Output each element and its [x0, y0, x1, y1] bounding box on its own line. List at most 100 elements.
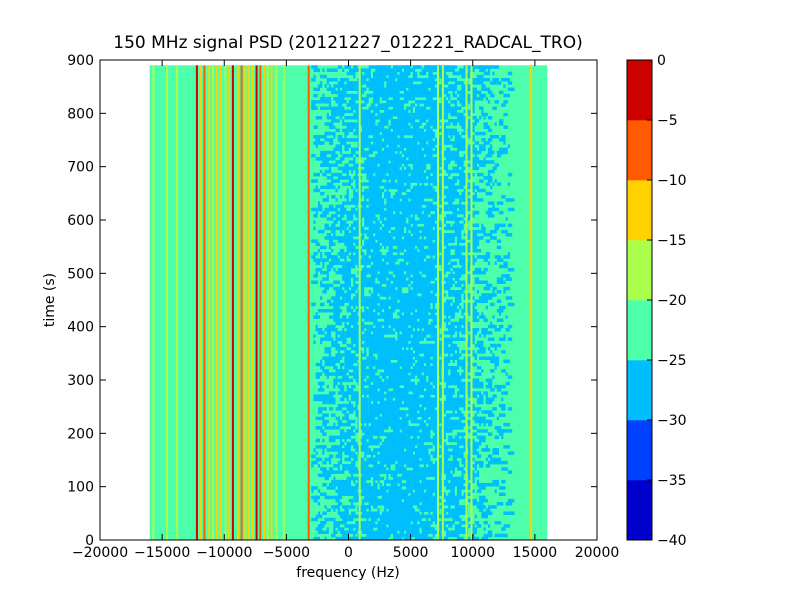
noise-cell — [317, 204, 323, 209]
noise-cell — [324, 337, 327, 341]
noise-cell — [472, 245, 477, 250]
noise-cell — [412, 226, 420, 231]
noise-cell — [320, 153, 327, 158]
noise-cell — [432, 90, 440, 95]
noise-cell — [494, 261, 497, 265]
noise-cell — [423, 141, 427, 145]
noise-cell — [505, 391, 508, 395]
noise-cell — [384, 375, 387, 379]
noise-cell — [381, 81, 385, 85]
noise-cell — [373, 195, 380, 199]
noise-cell — [428, 217, 431, 221]
noise-cell — [439, 321, 444, 326]
noise-cell — [494, 362, 499, 367]
noise-cell — [390, 242, 393, 246]
noise-cell — [507, 81, 513, 85]
noise-cell — [450, 403, 457, 408]
noise-cell — [344, 280, 349, 284]
noise-cell — [479, 416, 486, 421]
noise-cell — [342, 347, 347, 351]
noise-cell — [461, 267, 464, 272]
noise-cell — [415, 340, 418, 345]
noise-cell — [459, 293, 462, 297]
noise-cell — [390, 410, 393, 414]
noise-cell — [375, 176, 378, 180]
noise-cell — [415, 239, 418, 243]
noise-cell — [401, 350, 404, 354]
noise-cell — [399, 248, 402, 253]
noise-cell — [320, 359, 323, 364]
noise-cell — [410, 109, 413, 114]
noise-cell — [370, 378, 374, 383]
noise-cell — [373, 356, 376, 360]
noise-cell — [432, 267, 438, 272]
noise-cell — [353, 210, 356, 215]
noise-cell — [366, 74, 371, 79]
noise-cell — [505, 372, 508, 376]
noise-cell — [448, 280, 455, 284]
noise-cell — [381, 116, 385, 120]
noise-cell — [463, 90, 466, 95]
noise-cell — [450, 277, 453, 281]
noise-cell — [412, 233, 415, 237]
noise-cell — [401, 100, 407, 104]
noise-cell — [430, 378, 433, 383]
noise-cell — [375, 271, 378, 275]
noise-cell — [346, 384, 349, 389]
noise-cell — [507, 407, 513, 411]
noise-cell — [415, 255, 418, 259]
noise-cell — [366, 207, 371, 212]
noise-cell — [404, 242, 407, 246]
noise-cell — [450, 233, 457, 237]
noise-cell — [344, 299, 349, 303]
noise-cell — [377, 248, 380, 253]
noise-cell — [483, 286, 491, 291]
noise-cell — [461, 248, 464, 253]
noise-cell — [393, 388, 398, 392]
noise-cell — [408, 131, 411, 136]
noise-cell — [452, 176, 457, 180]
noise-cell — [404, 195, 409, 199]
noise-cell — [401, 337, 404, 341]
noise-cell — [490, 135, 495, 139]
noise-cell — [355, 356, 360, 360]
noise-cell — [468, 375, 473, 379]
noise-cell — [419, 321, 422, 326]
noise-cell — [355, 242, 360, 246]
noise-cell — [386, 293, 391, 297]
noise-cell — [487, 397, 495, 402]
noise-cell — [375, 267, 382, 272]
noise-cell — [395, 210, 400, 215]
noise-cell — [339, 419, 343, 424]
noise-cell — [419, 135, 422, 139]
noise-cell — [483, 78, 491, 82]
noise-cell — [410, 324, 413, 329]
noise-cell — [476, 372, 482, 376]
noise-cell — [423, 369, 429, 373]
noise-cell — [408, 81, 413, 85]
noise-cell — [381, 229, 385, 234]
noise-cell — [390, 419, 393, 424]
noise-cell — [439, 318, 444, 322]
noise-cell — [386, 84, 393, 88]
noise-cell — [457, 220, 460, 224]
noise-cell — [404, 362, 407, 367]
noise-cell — [415, 248, 418, 253]
noise-cell — [423, 283, 427, 288]
noise-cell — [368, 290, 371, 294]
noise-cell — [373, 347, 380, 351]
noise-cell — [426, 416, 429, 421]
noise-cell — [446, 343, 449, 348]
noise-cell — [335, 90, 343, 95]
noise-cell — [468, 201, 473, 205]
noise-cell — [487, 422, 491, 427]
noise-cell — [333, 125, 336, 129]
noise-cell — [401, 362, 404, 367]
noise-cell — [390, 147, 396, 152]
noise-cell — [430, 233, 435, 237]
noise-cell — [432, 359, 435, 364]
noise-cell — [375, 264, 378, 269]
noise-cell — [426, 195, 433, 199]
noise-cell — [344, 195, 349, 199]
noise-cell — [415, 112, 418, 117]
